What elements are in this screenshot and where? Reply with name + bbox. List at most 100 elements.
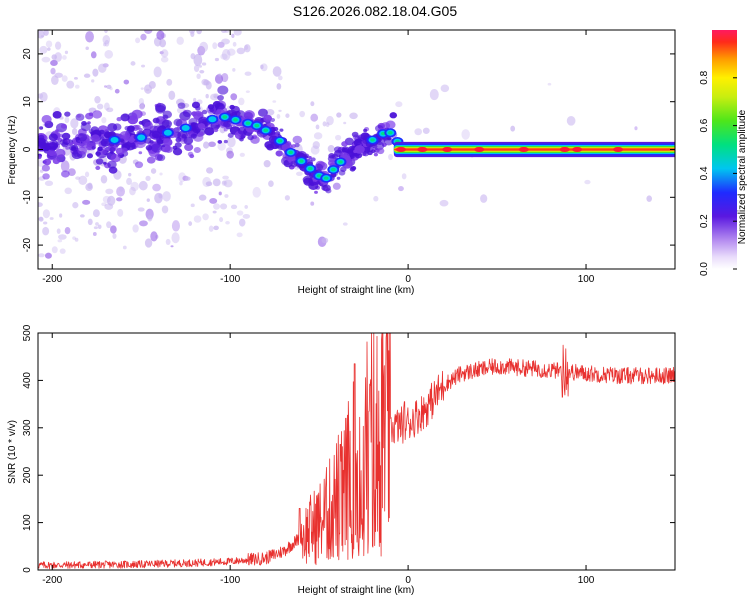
colorbar-tick-label: 0.8 bbox=[699, 70, 710, 84]
spectrogram-energy-blob bbox=[217, 94, 224, 101]
spectrogram-energy-blob bbox=[39, 126, 44, 130]
spectrogram-noise-blob bbox=[130, 181, 139, 192]
spectrogram-carrier-peak bbox=[474, 147, 485, 152]
spectrogram-noise-blob bbox=[60, 160, 70, 173]
spectrogram-noise-blob bbox=[74, 237, 79, 242]
spectrogram-noise-blob bbox=[199, 70, 205, 74]
spectrogram-noise-blob bbox=[295, 171, 303, 176]
snr-y-ticks: 0 100 200 300 400 500 bbox=[22, 324, 675, 573]
x-tick-label: -100 bbox=[220, 274, 240, 285]
spectrogram-noise-blob bbox=[206, 167, 214, 174]
spectrogram-noise-blob bbox=[170, 245, 174, 248]
spectrogram-core-inner bbox=[263, 128, 268, 132]
spectrogram-energy-blob bbox=[183, 136, 194, 145]
spectrogram-energy-blob bbox=[91, 134, 100, 142]
spectrogram-noise-blob bbox=[196, 30, 202, 35]
spectrogram-noise-blob bbox=[105, 188, 114, 195]
spectrogram-core-mid bbox=[181, 124, 190, 131]
spectrogram-energy-blob bbox=[189, 154, 195, 159]
spectrogram-core-inner bbox=[380, 131, 386, 136]
spectrogram-energy-blob bbox=[108, 166, 118, 174]
spectrogram-energy-blob bbox=[112, 123, 122, 131]
spectrogram-noise-blob bbox=[141, 64, 146, 68]
spectrogram-carrier-band bbox=[393, 148, 675, 151]
spectrogram-noise-blob bbox=[193, 53, 203, 67]
spectrogram-core-inner bbox=[331, 167, 336, 172]
spectrogram-core-inner bbox=[222, 115, 228, 119]
spectrogram-noise-blob bbox=[201, 62, 207, 66]
spectrogram-core-inner bbox=[338, 160, 343, 164]
spectrogram-energy-blob bbox=[350, 154, 356, 159]
spectrogram-noise-blob bbox=[547, 82, 552, 86]
spectrogram-noise-blob bbox=[193, 97, 197, 103]
spectrogram-noise-blob bbox=[218, 191, 222, 196]
spectrogram-noise-blob bbox=[54, 72, 63, 78]
spectrogram-noise-blob bbox=[82, 199, 91, 205]
spectrogram-noise-blob bbox=[79, 214, 85, 218]
spectrogram-energy-blob bbox=[314, 163, 324, 172]
spectrogram-noise-blob bbox=[95, 222, 99, 226]
spectrogram-noise-blob bbox=[212, 42, 218, 50]
spectrogram-noise-blob bbox=[40, 35, 44, 38]
snr-x-ticks: -200 -100 0 100 bbox=[42, 333, 595, 586]
spectrogram-noise-blob bbox=[395, 101, 403, 108]
x-tick-label: 0 bbox=[405, 274, 411, 285]
spectrogram-noise-blob bbox=[221, 30, 227, 33]
spectrogram-noise-blob bbox=[225, 220, 230, 225]
spectrogram-noise-blob bbox=[321, 237, 329, 244]
spectrogram-energy-blob bbox=[175, 137, 182, 143]
spectrogram-energy-blob bbox=[138, 128, 143, 132]
spectrogram-noise-blob bbox=[199, 41, 209, 53]
spectrogram-energy-blob bbox=[109, 147, 116, 153]
spectrogram-energy-blob bbox=[85, 112, 94, 120]
spectrogram-energy-blob bbox=[48, 133, 58, 142]
spectrogram-noise-blob bbox=[126, 177, 132, 186]
spectrogram-noise-blob bbox=[218, 73, 222, 77]
spectrogram-noise-blob bbox=[39, 45, 48, 54]
spectrogram-noise-blob bbox=[66, 80, 75, 89]
spectrogram-noise-blob bbox=[212, 210, 217, 214]
spectrogram-energy-blob bbox=[38, 155, 42, 160]
spectrogram-noise-blob bbox=[54, 41, 62, 50]
colorbar-gradient bbox=[712, 30, 737, 269]
spectrogram-noise-blob bbox=[97, 224, 102, 230]
spectrogram-noise-blob bbox=[310, 201, 315, 206]
spectrogram-noise-blob bbox=[238, 97, 245, 106]
spectrogram-core-inner bbox=[245, 121, 251, 125]
spectrogram-noise-blob bbox=[106, 221, 112, 229]
spectrogram-noise-blob bbox=[276, 114, 281, 119]
spectrogram-energy-blob bbox=[41, 115, 52, 124]
spectrogram-energy-blob bbox=[190, 133, 197, 139]
spectrogram-noise-blob bbox=[244, 204, 248, 209]
spectrogram-noise-blob bbox=[213, 95, 218, 99]
spectrogram-noise-blob bbox=[116, 186, 125, 197]
spectrogram-energy-blob bbox=[198, 123, 206, 130]
spectrogram-noise-blob bbox=[78, 175, 88, 186]
spectrogram-noise-blob bbox=[202, 176, 212, 188]
spectrogram-energy-blob bbox=[55, 129, 59, 133]
spectrogram-noise-blob bbox=[240, 14, 244, 18]
spectrogram-noise-blob bbox=[646, 195, 652, 202]
spectrogram-noise-blob bbox=[85, 31, 94, 43]
spectrogram-noise-blob bbox=[112, 233, 117, 239]
spectrogram-energy-blob bbox=[124, 141, 136, 151]
spectrogram-noise-blob bbox=[56, 228, 61, 234]
spectrogram-noise-blob bbox=[222, 180, 227, 185]
spectrogram-noise-blob bbox=[103, 42, 107, 47]
spectrogram-carrier-peak bbox=[442, 147, 453, 152]
spectrogram-noise-blob bbox=[208, 225, 214, 232]
spectrogram-energy-blob bbox=[308, 181, 319, 190]
spectrogram-energy-blob bbox=[389, 112, 398, 119]
spectrogram-energy-blob bbox=[327, 159, 337, 167]
spectrogram-energy-blob bbox=[292, 135, 303, 144]
spectrogram-energy-blob bbox=[127, 115, 139, 125]
spectrogram-noise-blob bbox=[128, 172, 132, 177]
spectrogram-energy-blob bbox=[362, 151, 369, 157]
spectrogram-noise-blob bbox=[110, 225, 117, 234]
colorbar-tick-label: 0.4 bbox=[699, 166, 710, 180]
spectrogram-noise-blob bbox=[217, 142, 226, 151]
y-tick-label: -20 bbox=[22, 237, 33, 252]
spectrogram-noise-blob bbox=[326, 115, 334, 126]
spectrogram-noise-blob bbox=[140, 87, 144, 90]
spectrogram-noise-blob bbox=[272, 66, 282, 77]
